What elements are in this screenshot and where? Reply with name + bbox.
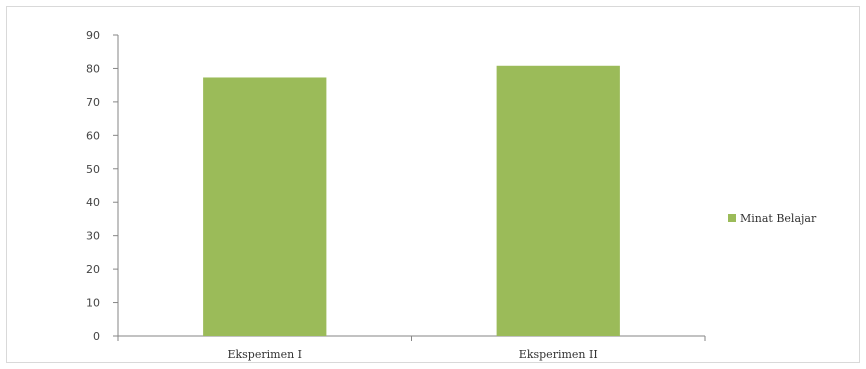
bar-1: [203, 77, 327, 337]
y-tick-label: 20: [86, 263, 100, 276]
y-tick-label: 70: [86, 96, 100, 109]
y-tick-label: 90: [86, 29, 100, 42]
legend-label: Minat Belajar: [740, 212, 817, 225]
x-category-label: Eksperimen I: [227, 348, 302, 361]
chart-frame: [6, 6, 860, 363]
y-axis: 0 10 20 30 40 50 60 70 80 90: [86, 29, 119, 343]
bars: [203, 65, 620, 337]
bar-2: [496, 65, 620, 336]
legend-swatch: [728, 214, 736, 222]
y-tick-label: 60: [86, 129, 100, 142]
y-tick-label: 30: [86, 230, 100, 243]
y-tick-label: 0: [93, 330, 100, 343]
x-axis: Eksperimen I Eksperimen II: [117, 335, 706, 361]
y-tick-label: 80: [86, 62, 100, 75]
legend: Minat Belajar: [728, 212, 817, 225]
y-tick-label: 50: [86, 163, 100, 176]
y-tick-label: 10: [86, 297, 100, 310]
y-tick-label: 40: [86, 196, 100, 209]
x-category-label: Eksperimen II: [519, 348, 598, 361]
